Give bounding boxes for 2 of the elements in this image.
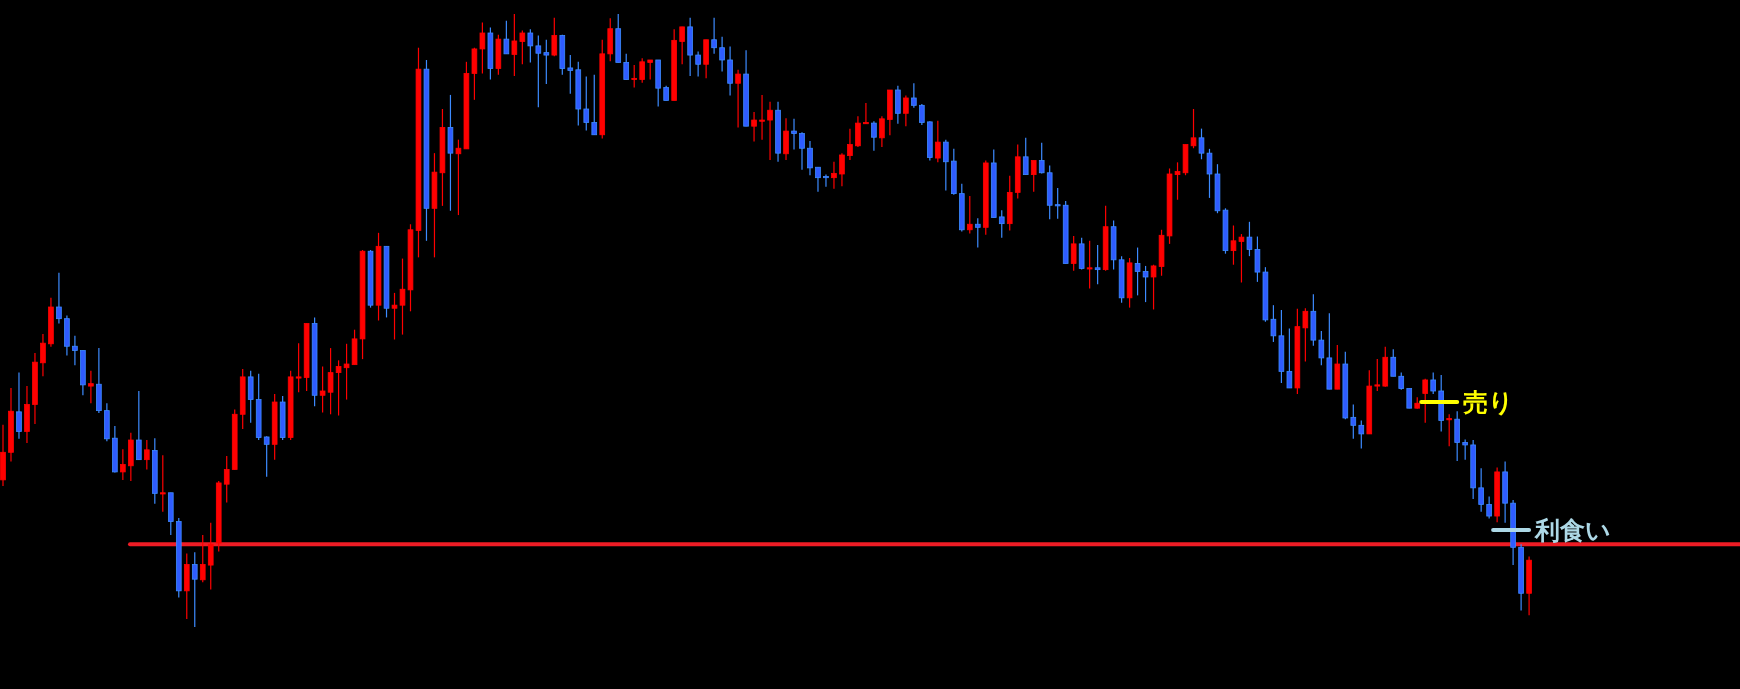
annotation: 売り [1463, 388, 1515, 417]
text: 利食い [1535, 516, 1612, 545]
